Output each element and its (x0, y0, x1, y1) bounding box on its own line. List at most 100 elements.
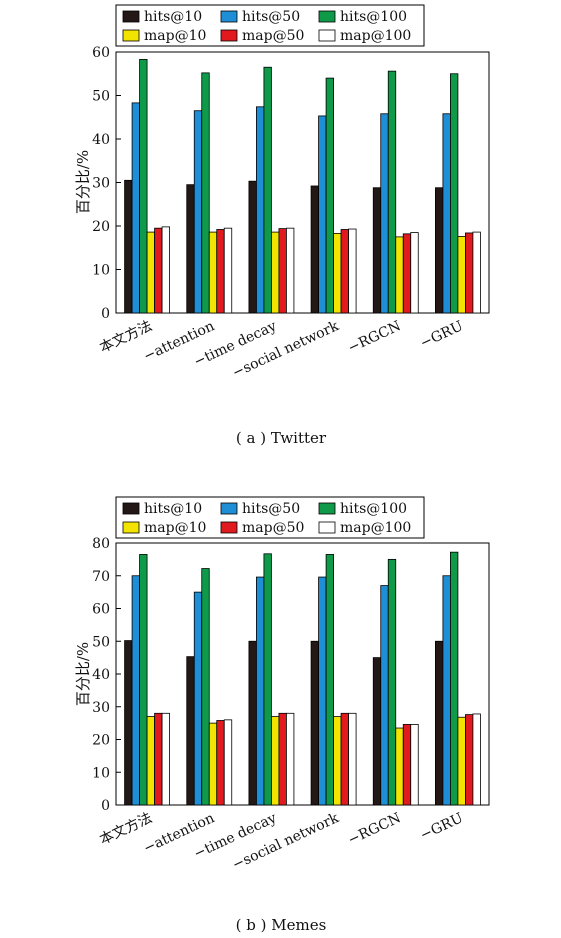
bar-map-at-10 (457, 236, 466, 314)
legend-label: map@10 (144, 28, 206, 44)
bar-hits-at-50 (318, 576, 327, 806)
bar-hits-at-100 (387, 70, 397, 314)
legend-swatch (318, 502, 336, 515)
bar-hits-at-100 (387, 558, 397, 806)
bars (124, 551, 481, 806)
bar-hits-at-50 (380, 113, 389, 314)
bar-hits-at-50 (442, 575, 451, 806)
bar-hits-at-100 (201, 72, 210, 314)
bar-hits-at-100 (450, 551, 459, 806)
x-axis: 本文方法−attention−time decay−social network… (97, 318, 466, 382)
legend-swatch (220, 29, 238, 42)
bar-hits-at-10 (124, 640, 133, 806)
legend-swatch (122, 10, 140, 23)
bar-hits-at-10 (248, 180, 257, 314)
legend-swatch (122, 521, 140, 534)
legend-label: hits@10 (144, 501, 202, 517)
bar-map-at-100 (348, 712, 357, 806)
legend-label: map@100 (340, 28, 411, 44)
legend-swatch (318, 521, 336, 534)
bar-map-at-10 (271, 231, 280, 314)
bar-map-at-100 (286, 227, 295, 314)
y-tick-label: 0 (101, 798, 110, 814)
bars (124, 58, 481, 314)
bar-map-at-100 (472, 713, 481, 806)
bar-map-at-100 (472, 231, 481, 314)
bar-map-at-100 (286, 712, 295, 806)
chart-twitter: hits@10 hits@50 hits@100 map@10 map@50 map@10… (74, 4, 490, 447)
legend-box (115, 496, 425, 539)
bar-hits-at-50 (256, 106, 265, 314)
bar-hits-at-100 (263, 66, 272, 314)
bar-map-at-50 (154, 712, 163, 806)
y-tick-label: 50 (92, 89, 110, 105)
bar-hits-at-50 (318, 115, 327, 314)
bar-map-at-10 (208, 231, 218, 314)
bar-map-at-100 (161, 712, 170, 806)
bar-map-at-50 (402, 724, 412, 806)
y-tick-label: 0 (101, 306, 110, 322)
bar-hits-at-50 (131, 575, 140, 806)
plot-frame (115, 51, 490, 314)
bar-hits-at-10 (186, 656, 195, 806)
y-tick-label: 20 (92, 219, 110, 235)
y-axis-label: 百分比/% (74, 150, 92, 214)
bar-hits-at-10 (435, 640, 444, 806)
bar-map-at-10 (146, 231, 155, 314)
bar-hits-at-100 (450, 73, 459, 314)
bar-hits-at-10 (310, 640, 319, 806)
y-tick-label: 30 (92, 176, 110, 192)
bar-hits-at-50 (193, 591, 203, 806)
bar-map-at-50 (154, 227, 163, 314)
bar-map-at-50 (216, 229, 225, 314)
bar-map-at-10 (333, 232, 342, 314)
bar-hits-at-50 (380, 585, 389, 806)
plot-frame (115, 542, 490, 806)
legend-label: hits@50 (242, 501, 300, 517)
bar-hits-at-50 (131, 102, 140, 314)
bar-map-at-100 (410, 724, 419, 806)
y-tick-label: 10 (92, 263, 110, 279)
bar-map-at-10 (271, 716, 280, 806)
y-tick-label: 40 (92, 132, 110, 148)
bar-hits-at-100 (139, 554, 148, 806)
bar-hits-at-100 (139, 58, 148, 314)
bar-hits-at-10 (372, 187, 382, 314)
legend-box (115, 4, 425, 47)
x-tick-label: −social network (230, 318, 342, 382)
bar-map-at-10 (146, 716, 155, 806)
figure-caption: ( b ) Memes (236, 916, 327, 934)
legend-swatch (122, 502, 140, 515)
bar-map-at-50 (278, 228, 287, 314)
legend-label: map@50 (242, 520, 304, 536)
bar-map-at-100 (410, 232, 419, 314)
chart-memes: hits@10 hits@50 hits@100 map@10 map@50 map@10… (74, 496, 490, 934)
bar-hits-at-10 (248, 640, 257, 806)
bar-map-at-50 (465, 714, 474, 806)
y-tick-label: 30 (92, 700, 110, 716)
x-axis: 本文方法−attention−time decay−social network… (97, 810, 466, 874)
legend-swatch (220, 502, 238, 515)
y-tick-label: 60 (92, 45, 110, 61)
bar-map-at-100 (161, 226, 170, 314)
bar-hits-at-50 (193, 110, 203, 314)
y-tick-label: 10 (92, 765, 110, 781)
bar-map-at-10 (333, 716, 342, 806)
y-tick-label: 70 (92, 569, 110, 585)
legend-label: map@50 (242, 28, 304, 44)
y-axis: 0 10 20 30 40 50 60 (92, 45, 121, 322)
bar-hits-at-10 (124, 179, 133, 314)
bar-hits-at-10 (435, 187, 444, 314)
bar-map-at-10 (395, 236, 404, 314)
bar-map-at-100 (223, 227, 233, 314)
x-tick-label: −social network (230, 810, 342, 874)
legend-label: hits@100 (340, 9, 407, 25)
legend-label: map@100 (340, 520, 411, 536)
bar-hits-at-50 (442, 113, 451, 314)
bar-hits-at-10 (310, 185, 319, 314)
legend-label: hits@100 (340, 501, 407, 517)
bar-map-at-10 (457, 716, 466, 806)
y-tick-label: 50 (92, 634, 110, 650)
bar-hits-at-10 (372, 657, 382, 806)
